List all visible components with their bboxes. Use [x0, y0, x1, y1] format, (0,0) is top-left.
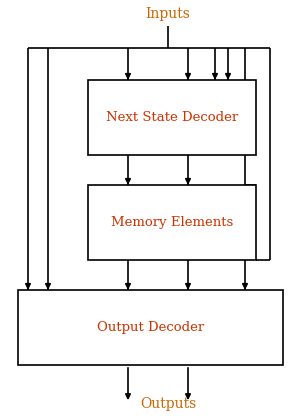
Bar: [18, 290, 283, 365]
Text: Inputs: Inputs: [145, 7, 191, 21]
Text: Next State Decoder: Next State Decoder: [106, 111, 238, 124]
Bar: [88, 185, 256, 260]
Text: Memory Elements: Memory Elements: [111, 216, 233, 229]
Bar: [88, 80, 256, 155]
Text: Outputs: Outputs: [140, 397, 196, 411]
Text: Output Decoder: Output Decoder: [97, 321, 204, 334]
